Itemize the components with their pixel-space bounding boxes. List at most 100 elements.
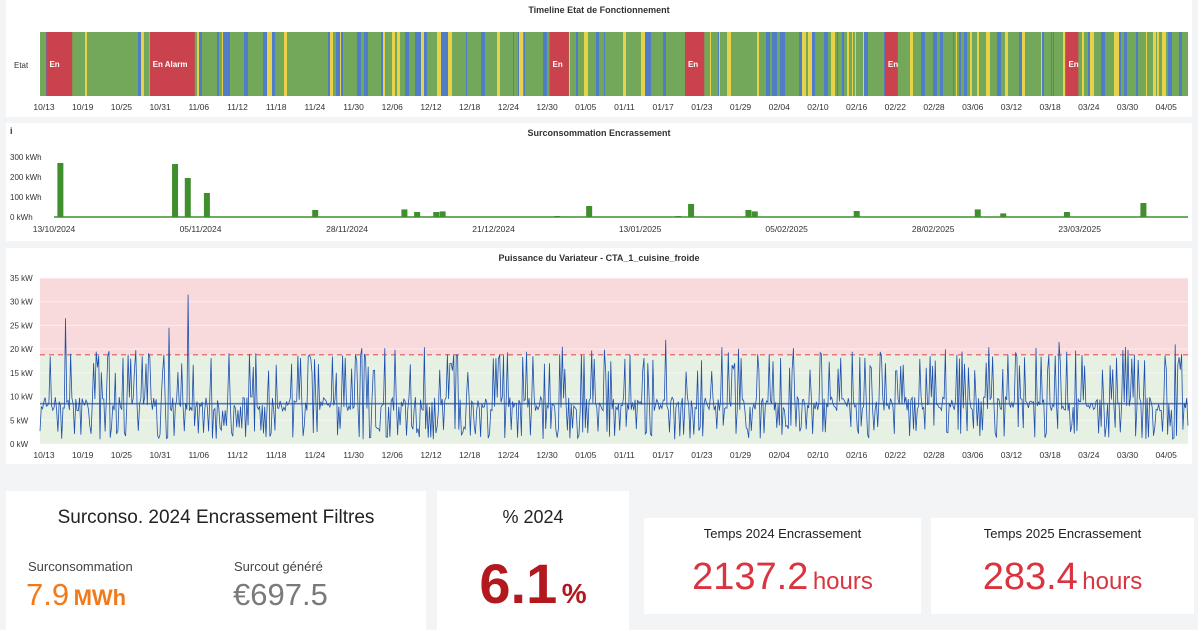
state-stripe (950, 32, 953, 96)
stat-surcout-value: €697.5 (233, 577, 328, 612)
state-stripe (1098, 32, 1099, 96)
y-tick-label: 300 kWh (10, 153, 42, 162)
x-tick-label: 11/12 (227, 450, 248, 460)
state-stripe (474, 32, 478, 96)
state-stripe (1091, 32, 1093, 96)
state-stripe (1051, 32, 1052, 96)
state-stripe (975, 32, 977, 96)
state-stripe (1090, 32, 1091, 96)
state-stripe (118, 32, 120, 96)
state-stripe (835, 32, 837, 96)
x-tick-label: 01/17 (653, 450, 675, 460)
x-tick-label: 01/29 (730, 102, 752, 112)
state-stripe (472, 32, 474, 96)
x-tick-label: 10/31 (149, 102, 171, 112)
state-stripe (101, 32, 104, 96)
info-icon[interactable]: i (10, 126, 13, 136)
state-stripe (1121, 32, 1124, 96)
state-stripe (1141, 32, 1144, 96)
state-stripe (964, 32, 967, 96)
alarm-block (46, 32, 73, 96)
state-stripe (759, 32, 762, 96)
x-tick-label: 02/28 (923, 450, 945, 460)
state-stripe (144, 32, 147, 96)
bar (433, 212, 440, 217)
y-tick-label: 15 kW (10, 369, 33, 378)
state-stripe (547, 32, 549, 96)
state-stripe (124, 32, 127, 96)
bar (751, 211, 758, 217)
state-stripe (977, 32, 979, 96)
state-stripe (654, 32, 658, 96)
state-stripe (678, 32, 679, 96)
x-tick-label: 02/28 (923, 102, 945, 112)
state-stripe (485, 32, 487, 96)
y-tick-label: 0 kW (10, 440, 29, 449)
state-stripe (874, 32, 876, 96)
state-stripe (530, 32, 531, 96)
state-stripe (535, 32, 538, 96)
state-stripe (452, 32, 455, 96)
state-stripe (259, 32, 260, 96)
state-stripe (260, 32, 263, 96)
bar (172, 164, 179, 217)
x-tick-label: 03/18 (1039, 450, 1061, 460)
state-stripe (989, 32, 990, 96)
state-stripe (309, 32, 313, 96)
state-stripe (122, 32, 124, 96)
state-stripe (318, 32, 321, 96)
state-stripe (749, 32, 750, 96)
state-stripe (427, 32, 429, 96)
state-stripe (197, 32, 199, 96)
state-stripe (582, 32, 584, 96)
state-stripe (785, 32, 787, 96)
state-stripe (802, 32, 806, 96)
state-stripe (336, 32, 340, 96)
state-stripe (315, 32, 316, 96)
state-stripe (831, 32, 835, 96)
stat-pct-unit: % (561, 578, 587, 609)
state-stripe (290, 32, 292, 96)
state-stripe (994, 32, 997, 96)
state-stripe (920, 32, 921, 96)
bar (1063, 212, 1070, 217)
bar (1000, 213, 1007, 217)
high-zone (40, 278, 1188, 355)
stat-temps2024-number: 2137.2 (692, 556, 809, 598)
state-stripe (236, 32, 237, 96)
state-stripe (383, 32, 385, 96)
state-stripe (513, 32, 514, 96)
y-tick-label: 35 kW (10, 274, 33, 283)
state-stripe (496, 32, 497, 96)
state-stripe (127, 32, 129, 96)
x-tick-label: 11/30 (343, 102, 364, 112)
x-tick-label: 12/18 (459, 450, 481, 460)
x-tick-label: 12/30 (536, 450, 558, 460)
y-tick-label: 100 kWh (10, 193, 42, 202)
state-stripe (658, 32, 659, 96)
x-tick-label: 28/11/2024 (326, 224, 368, 234)
x-tick-label: 12/24 (498, 450, 520, 460)
state-stripe (78, 32, 80, 96)
state-stripe (357, 32, 361, 96)
puissance-chart: 35 kW 30 kW 25 kW 20 kW 15 kW 10 kW 5 kW 0 kW 1… (10, 274, 1189, 460)
state-stripe (269, 32, 272, 96)
timeline-row-label: Etat (14, 61, 29, 70)
x-tick-label: 02/22 (885, 450, 907, 460)
state-stripe (864, 32, 868, 96)
timeline-stripes (40, 32, 1188, 96)
state-stripe (673, 32, 676, 96)
state-stripe (395, 32, 397, 96)
state-stripe (956, 32, 957, 96)
state-stripe (1119, 32, 1121, 96)
x-tick-label: 11/06 (188, 450, 209, 460)
state-stripe (852, 32, 853, 96)
state-stripe (147, 32, 149, 96)
state-stripe (462, 32, 466, 96)
state-stripe (1015, 32, 1019, 96)
state-stripe (413, 32, 415, 96)
state-stripe (287, 32, 290, 96)
stat-temps2024-panel: Temps 2024 Encrassement 2137.2 hours (644, 518, 921, 614)
state-stripe (719, 32, 720, 96)
state-stripe (244, 32, 248, 96)
